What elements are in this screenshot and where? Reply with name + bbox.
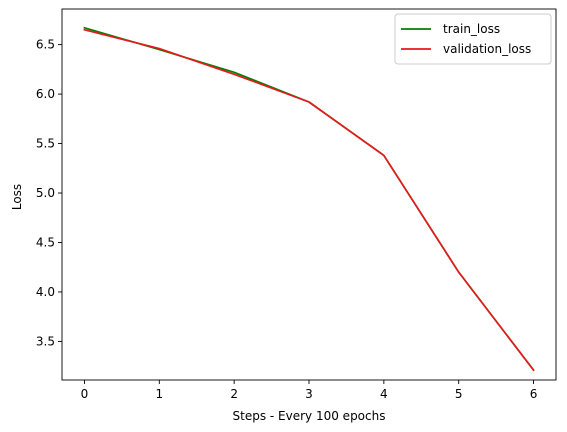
x-tick-label: 5 (455, 387, 463, 401)
x-tick-label: 3 (305, 387, 313, 401)
x-tick-label: 2 (230, 387, 238, 401)
y-tick-label: 4.0 (36, 285, 55, 299)
x-axis: 0 1 2 3 4 5 6 (81, 380, 538, 401)
x-axis-label: Steps - Every 100 epochs (233, 409, 386, 423)
y-tick-label: 5.5 (36, 137, 55, 151)
y-tick-label: 3.5 (36, 334, 55, 348)
y-tick-label: 5.0 (36, 186, 55, 200)
y-axis: 3.5 4.0 4.5 5.0 5.5 6.0 6.5 (36, 38, 62, 348)
y-axis-label: Loss (10, 184, 24, 210)
legend: train_loss validation_loss (394, 13, 552, 65)
x-tick-label: 0 (81, 387, 89, 401)
legend-label-validation-loss: validation_loss (443, 42, 531, 56)
series-layer (83, 26, 535, 372)
legend-label-train-loss: train_loss (443, 22, 500, 36)
series-line-validation-loss (83, 28, 535, 372)
y-tick-label: 6.5 (36, 38, 55, 52)
legend-box (394, 13, 552, 65)
x-tick-label: 4 (380, 387, 388, 401)
y-tick-label: 4.5 (36, 235, 55, 249)
y-tick-label: 6.0 (36, 87, 55, 101)
x-tick-label: 1 (155, 387, 163, 401)
x-tick-label: 6 (530, 387, 538, 401)
